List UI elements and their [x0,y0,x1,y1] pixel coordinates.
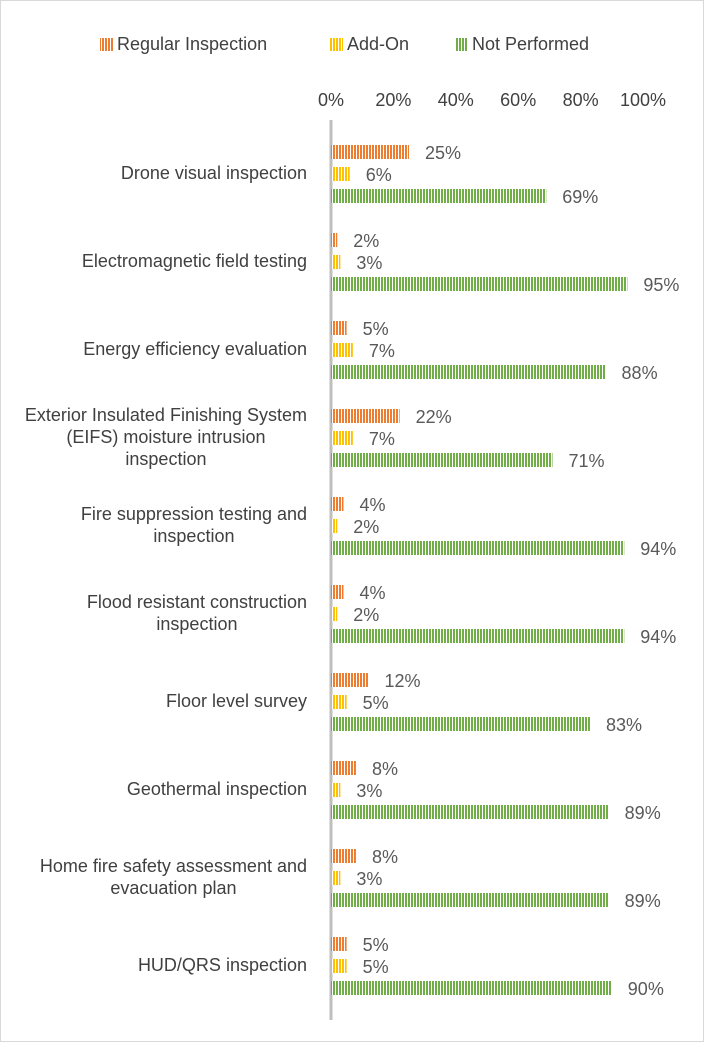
value-label: 7% [369,341,395,361]
bar [331,365,606,379]
value-label: 5% [363,935,389,955]
bar [331,541,625,555]
bar [331,805,609,819]
bar [331,783,341,797]
value-label: 3% [356,781,382,801]
bar [331,673,369,687]
bar [331,277,628,291]
value-label: 8% [372,759,398,779]
category-label: Drone visual inspection [121,163,307,183]
bar [331,519,338,533]
legend-swatch [455,38,468,51]
value-label: 6% [366,165,392,185]
bar [331,145,409,159]
x-tick-label: 100% [620,90,666,110]
value-label: 90% [628,979,664,999]
bar [331,937,347,951]
bar [331,849,356,863]
value-label: 7% [369,429,395,449]
x-tick-label: 0% [318,90,344,110]
x-tick-label: 20% [375,90,411,110]
value-label: 4% [359,583,385,603]
value-label: 8% [372,847,398,867]
value-label: 4% [359,495,385,515]
value-label: 2% [353,231,379,251]
value-label: 89% [625,803,661,823]
bar [331,343,353,357]
legend-swatch [100,38,113,51]
legend-label: Add-On [347,34,409,54]
category-label: Floor level survey [166,691,307,711]
value-label: 22% [416,407,452,427]
x-tick-label: 40% [438,90,474,110]
value-label: 3% [356,253,382,273]
category-label: HUD/QRS inspection [138,955,307,975]
bar [331,431,353,445]
category-label: Geothermal inspection [127,779,307,799]
bar [331,607,338,621]
category-label: Flood resistant construction inspection [87,592,307,634]
value-label: 94% [640,627,676,647]
legend-swatch [330,38,343,51]
bar [331,409,400,423]
bar [331,981,612,995]
bar [331,695,347,709]
bar [331,585,344,599]
category-label: Home fire safety assessment and evacuatio… [40,856,307,898]
bar [331,717,590,731]
value-label: 2% [353,517,379,537]
value-label: 5% [363,693,389,713]
value-label: 88% [622,363,658,383]
value-label: 3% [356,869,382,889]
bar [331,497,344,511]
category-label: Energy efficiency evaluation [83,339,307,359]
bar [331,453,553,467]
bar [331,233,338,247]
bar [331,321,347,335]
value-label: 12% [384,671,420,691]
value-label: 5% [363,957,389,977]
bar [331,871,341,885]
value-label: 25% [425,143,461,163]
category-label: Electromagnetic field testing [82,251,307,271]
bar [331,959,347,973]
value-label: 95% [643,275,679,295]
value-label: 89% [625,891,661,911]
value-label: 71% [569,451,605,471]
value-label: 2% [353,605,379,625]
bar [331,189,547,203]
legend-label: Regular Inspection [117,34,267,54]
bar [331,893,609,907]
value-label: 83% [606,715,642,735]
bar [331,255,341,269]
value-label: 94% [640,539,676,559]
category-label: Exterior Insulated Finishing System (EIFS… [25,405,307,469]
legend-label: Not Performed [472,34,589,54]
bar [331,761,356,775]
value-label: 5% [363,319,389,339]
category-label: Fire suppression testing and inspection [81,504,307,546]
value-label: 69% [562,187,598,207]
x-tick-label: 60% [500,90,536,110]
bar [331,167,350,181]
x-tick-label: 80% [563,90,599,110]
bar [331,629,625,643]
